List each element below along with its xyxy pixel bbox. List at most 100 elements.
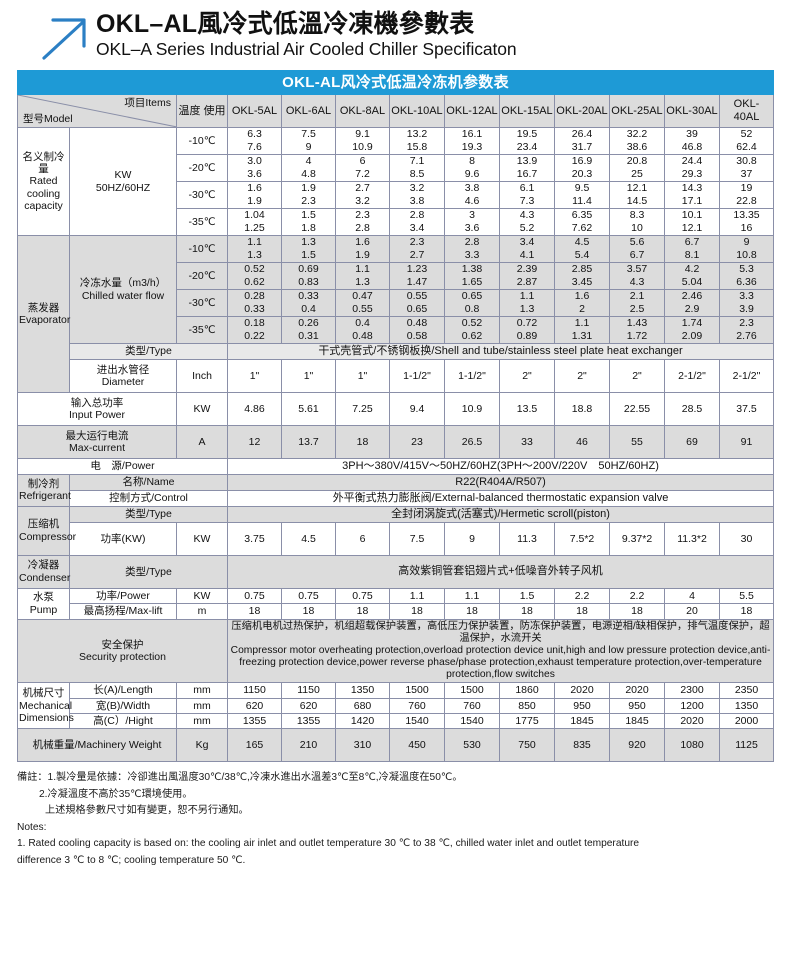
diameter-unit: Inch	[176, 358, 228, 393]
compressor-power-value-5: 11.3	[499, 521, 555, 556]
pump-lift-value-1: 18	[281, 603, 336, 620]
flow-cell-3-3: 0.48 0.58	[389, 316, 445, 344]
max-current-value-0: 12	[227, 424, 282, 459]
cooling-cell-3-0: 1.04 1.25	[227, 208, 282, 236]
cooling-cell-1-5: 13.9 16.7	[499, 154, 555, 182]
compressor-power-unit: KW	[176, 521, 228, 556]
condenser-row: 冷凝器 Condenser 类型/Type 高效紫铜管套铝翅片式+低噪音外转子风…	[17, 554, 775, 589]
max-current-unit: A	[176, 424, 228, 459]
flow-cell-0-7: 5.6 6.7	[609, 235, 665, 263]
model-suffix: 12AL	[471, 104, 498, 117]
diameter-label: 进出水管径 Diameter	[69, 358, 177, 393]
pump-lift-value-6: 18	[554, 603, 610, 620]
model-suffix: 20AL	[581, 104, 608, 117]
diameter-value-5: 2"	[499, 358, 555, 393]
height-value-8: 2020	[664, 713, 720, 730]
model-prefix: OKL-	[339, 104, 366, 117]
length-label: 长(A)/Length	[69, 682, 177, 699]
diameter-value-2: 1"	[335, 358, 390, 393]
diameter-value-1: 1"	[281, 358, 336, 393]
pump-power-row: 水泵 Pump 功率/Power KW 0.75 0.75 0.75 1.1 1…	[17, 587, 775, 620]
corner-header-cell: 型号Model 项目Items	[17, 94, 177, 128]
corner-items-label: 项目Items	[124, 97, 171, 109]
input-power-value-3: 9.4	[389, 391, 445, 426]
compressor-type-value: 全封闭涡旋式(活塞式)/Hermetic scroll(piston)	[226, 505, 775, 523]
cooling-cell-1-1: 4 4.8	[281, 154, 336, 182]
power-supply-row: 电 源/Power 3PH～380V/415V～50HZ/60HZ(3PH～20…	[17, 457, 775, 475]
condenser-type-label: 类型/Type	[69, 554, 228, 589]
flow-cell-1-7: 3.57 4.3	[609, 262, 665, 290]
specification-table: OKL-AL风冷式低温冷冻机参数表 型号Model 项目Items 温度 使用 …	[16, 70, 775, 763]
model-prefix: OKL-	[391, 104, 417, 117]
cooling-cell-0-4: 16.1 19.3	[444, 127, 500, 155]
pump-power-value-7: 2.2	[609, 587, 665, 605]
cooling-temp-0: -10℃	[176, 127, 228, 155]
flow-cell-0-5: 3.4 4.1	[499, 235, 555, 263]
model-col-1: OKL-6AL	[281, 94, 336, 128]
width-value-2: 680	[335, 697, 390, 715]
input-power-label: 输入总功率 Input Power	[17, 391, 177, 426]
refrigerant-name-row: 制冷剂 Refrigerant 名称/Name R22(R404A/R507)	[17, 473, 775, 507]
flow-cell-1-6: 2.85 3.45	[554, 262, 610, 290]
height-value-5: 1775	[499, 713, 555, 730]
height-value-6: 1845	[554, 713, 610, 730]
pump-power-value-1: 0.75	[281, 587, 336, 605]
weight-value-6: 835	[554, 728, 610, 763]
model-col-4: OKL-12AL	[444, 94, 500, 128]
notes-heading: Notes:	[17, 821, 47, 833]
diameter-value-8: 2-1/2"	[664, 358, 720, 393]
length-unit: mm	[176, 682, 228, 699]
pump-power-value-0: 0.75	[227, 587, 282, 605]
height-value-2: 1420	[335, 713, 390, 730]
diameter-row: 进出水管径 Diameter Inch 1" 1" 1" 1-1/2" 1-1/…	[18, 358, 775, 393]
model-prefix: OKL-	[231, 104, 258, 117]
dimension-height-row: 高(C）/Hight mm 1355 1355 1420 1540 1540 1…	[18, 713, 775, 730]
cooling-cell-2-8: 14.3 17.1	[664, 181, 720, 209]
refrigerant-control-value: 外平衡式热力膨胀阀/External-balanced thermostatic…	[226, 489, 775, 507]
power-supply-label: 电 源/Power	[17, 457, 228, 475]
length-value-3: 1500	[389, 682, 445, 699]
flow-cell-2-6: 1.6 2	[554, 289, 610, 317]
corner-model-label: 型号Model	[23, 112, 73, 125]
flow-cell-1-8: 4.2 5.04	[664, 262, 720, 290]
table-banner-row: OKL-AL风冷式低温冷冻机参数表	[16, 70, 775, 95]
length-value-5: 1860	[499, 682, 555, 699]
flow-cell-1-1: 0.69 0.83	[281, 262, 336, 290]
cooling-cell-0-7: 32.2 38.6	[609, 127, 665, 155]
arrow-up-right-icon	[42, 18, 86, 60]
cooling-cell-0-5: 19.5 23.4	[499, 127, 555, 155]
flow-cell-3-1: 0.26 0.31	[281, 316, 336, 344]
cooling-row--20: -20℃ 3.0 3.6 4 4.8 6 7.2 7.1 8.5 8 9.6 13.9 16…	[18, 154, 775, 182]
max-current-value-2: 18	[335, 424, 390, 459]
length-value-1: 1150	[281, 682, 336, 699]
pump-section-label: 水泵 Pump	[17, 587, 70, 620]
cooling-cell-2-5: 6.1 7.3	[499, 181, 555, 209]
flow-cell-1-3: 1.23 1.47	[389, 262, 445, 290]
cooling-cell-3-1: 1.5 1.8	[281, 208, 336, 236]
flow-cell-3-5: 0.72 0.89	[499, 316, 555, 344]
pump-lift-value-9: 18	[718, 603, 775, 620]
model-prefix: OKL-	[611, 104, 637, 117]
height-value-9: 2000	[718, 713, 775, 730]
height-value-4: 1540	[444, 713, 500, 730]
compressor-power-value-7: 9.37*2	[609, 521, 665, 556]
width-value-5: 850	[499, 697, 555, 715]
protection-text-cn: 压缩机电机过热保护，机组超载保护装置，高低压力保护装置，防冻保护装置，电源逆相/…	[231, 620, 770, 644]
height-value-0: 1355	[227, 713, 282, 730]
width-value-8: 1200	[664, 697, 720, 715]
input-power-value-1: 5.61	[281, 391, 336, 426]
pump-power-value-5: 1.5	[499, 587, 555, 605]
refrigerant-name-value: R22(R404A/R507)	[226, 473, 775, 491]
model-prefix: OKL-	[285, 104, 312, 117]
cooling-cell-1-7: 20.8 25	[609, 154, 665, 182]
width-value-7: 950	[609, 697, 665, 715]
pump-lift-unit: m	[176, 603, 228, 620]
table-header-row: 型号Model 项目Items 温度 使用 OKL-5AL OKL-6AL OK…	[17, 94, 775, 128]
diagonal-divider-icon	[18, 95, 176, 127]
pump-power-value-6: 2.2	[554, 587, 610, 605]
diameter-value-0: 1"	[227, 358, 282, 393]
flow-cell-1-4: 1.38 1.65	[444, 262, 500, 290]
height-value-7: 1845	[609, 713, 665, 730]
model-suffix: 5AL	[257, 104, 278, 117]
evaporator-type-label: 类型/Type	[69, 343, 228, 360]
